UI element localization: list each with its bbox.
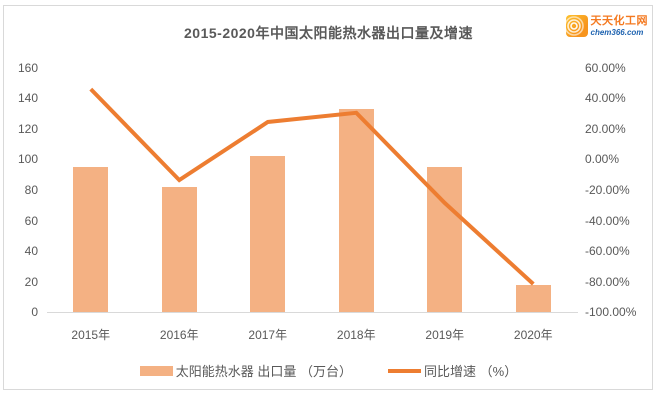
y-axis-right-tick: 40.00% [585,91,626,106]
chart-title: 2015-2020年中国太阳能热水器出口量及增速 [184,25,473,41]
x-axis-label: 2016年 [159,328,199,343]
logo-site-name: 天天化工网 [590,14,648,27]
bar-2020年 [515,284,551,313]
y-axis-right-tick: -60.00% [585,244,630,259]
legend-label-export-volume: 太阳能热水器 出口量 （万台） [175,364,353,379]
y-axis-left-tick: 100 [17,152,38,167]
bar-series-swatch [139,365,173,376]
x-axis-label: 2019年 [425,328,465,343]
line-series-swatch [388,368,422,373]
bar-2018年 [338,108,374,313]
logo-domain: chem366.com [590,27,644,37]
x-axis-label: 2018年 [336,328,376,343]
logo-text: 天天化工网 chem366.com [590,14,649,37]
y-axis-right-tick: -80.00% [585,274,630,289]
legend: 太阳能热水器 出口量 （万台） 同比增速 （%） [0,361,657,380]
concentric-rings-icon [565,15,588,37]
site-logo[interactable]: 天天化工网 chem366.com [565,14,649,37]
y-axis-right-tick: -40.00% [585,213,630,228]
y-axis-left-tick: 80 [24,183,38,197]
y-axis-left-tick: 120 [17,121,38,136]
y-axis-right-tick: -100.00% [585,305,637,320]
y-axis-left-tick: 160 [17,60,38,75]
y-axis-left-tick: 0 [31,305,38,320]
bar-2015年 [73,167,109,313]
y-axis-right-tick: 0.00% [585,152,620,167]
bar-2016年 [161,186,197,313]
x-axis-line [46,312,578,314]
y-axis-left-tick: 40 [24,244,38,259]
x-axis-label: 2017年 [248,328,288,343]
y-axis-right-tick: 60.00% [585,60,626,75]
bar-2017年 [250,156,286,313]
legend-label-growth-rate: 同比增速 （%） [424,364,518,379]
x-axis-label: 2015年 [71,328,111,343]
x-axis-label: 2020年 [513,328,553,343]
y-axis-left-tick: 140 [17,91,38,106]
y-axis-left-tick: 60 [24,213,38,228]
y-axis-right-tick: 20.00% [585,121,626,136]
y-axis-left-tick: 20 [24,274,38,289]
y-axis-right-tick: -20.00% [585,183,630,197]
legend-item-export-volume: 太阳能热水器 出口量 （万台） [139,361,353,380]
chart-frame-border [3,5,653,390]
legend-item-growth-rate: 同比增速 （%） [388,361,517,380]
